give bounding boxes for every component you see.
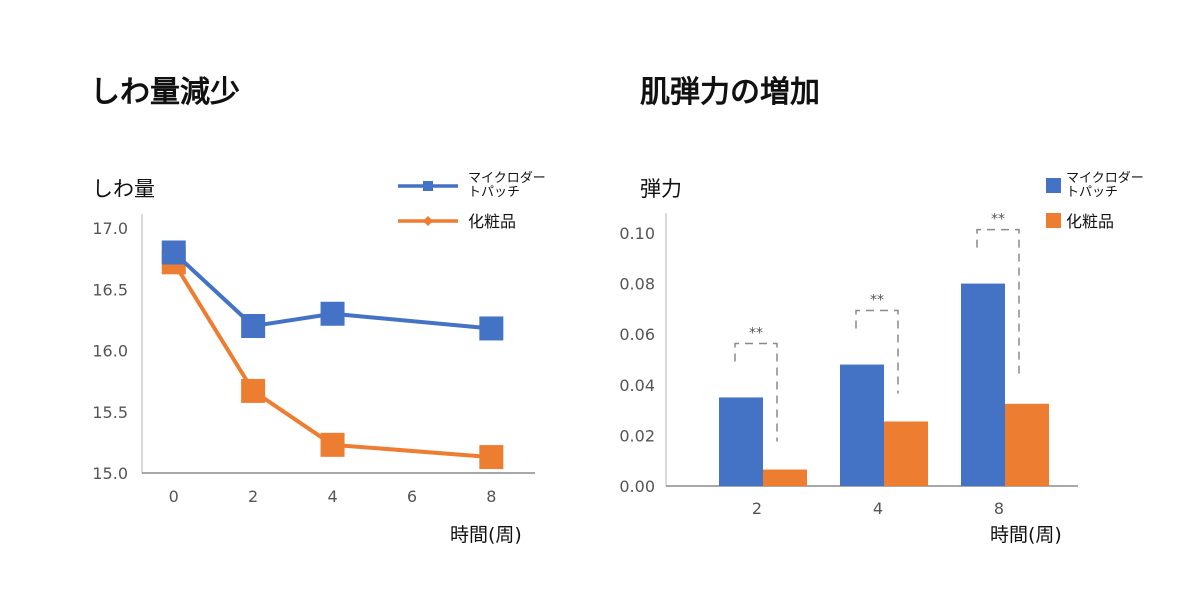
bar-s1-0 [763, 469, 807, 486]
bar-chart-x-tick: 2 [752, 499, 762, 518]
line-chart-x-tick: 8 [486, 487, 496, 506]
line-chart-y-tick: 15.5 [92, 403, 128, 422]
bar-sig-label-2: ** [991, 212, 1005, 228]
wrinkle-line-chart: しわ量減少 しわ量 時間(周) 17.0 16.5 16.0 15.5 15.0 0 2 4 6… [90, 75, 546, 546]
line-point-s0-2 [320, 301, 345, 326]
bar-legend-label-0-1: トパッチ [1066, 185, 1118, 200]
line-chart-x-tick: 2 [248, 487, 258, 506]
bar-chart-y-tick: 0.00 [619, 477, 655, 496]
line-point-s0-1 [241, 314, 266, 338]
bar-s1-2 [1005, 403, 1049, 486]
bar-chart-x-tick: 8 [994, 499, 1004, 518]
line-chart-x-tick: 6 [407, 487, 417, 506]
bar-sig-bracket-2 [976, 228, 1020, 376]
line-chart-y-tick: 16.5 [92, 280, 128, 299]
bar-sig-label-1: ** [870, 293, 884, 309]
bar-chart-y-tick: 0.10 [619, 224, 655, 243]
line-chart-y-label: しわ量 [92, 177, 155, 201]
bar-s0-0 [719, 397, 763, 486]
line-point-s1-2 [320, 432, 345, 457]
bar-sig-label-0: ** [749, 325, 763, 341]
line-point-s1-1 [241, 378, 266, 403]
bar-sig-bracket-0 [734, 342, 778, 442]
line-chart-x-tick: 4 [327, 487, 337, 506]
bar-s0-2 [961, 283, 1005, 486]
bar-sig-bracket-1 [855, 309, 899, 394]
bar-chart-y-tick: 0.04 [619, 376, 655, 395]
bar-legend-label-0-0: マイクロダー [1066, 171, 1144, 186]
line-chart-y-tick: 17.0 [92, 219, 128, 238]
line-chart-x-tick: 0 [169, 487, 179, 506]
bar-chart-y-label: 弾力 [640, 177, 682, 201]
bar-chart-x-tick: 4 [873, 499, 883, 518]
line-legend-marker-0 [423, 181, 433, 191]
bar-chart-title: 肌弾力の増加 [640, 75, 820, 110]
line-legend-marker-1 [423, 216, 433, 226]
bar-chart-y-tick: 0.08 [619, 275, 655, 294]
bar-chart-y-tick: 0.02 [619, 426, 655, 445]
line-point-s1-3 [479, 445, 504, 470]
bar-chart-y-tick: 0.06 [619, 325, 655, 344]
line-legend-label-0-1: トパッチ [468, 185, 520, 200]
bar-s1-1 [884, 421, 928, 486]
bar-legend-swatch-1 [1046, 213, 1061, 228]
line-point-s0-0 [161, 240, 186, 265]
line-legend-label-0-0: マイクロダー [468, 171, 546, 186]
line-chart-y-tick: 16.0 [92, 342, 128, 361]
bar-legend-label-1: 化粧品 [1066, 212, 1114, 231]
bar-s0-1 [840, 364, 884, 486]
line-chart-title: しわ量減少 [90, 75, 240, 110]
line-legend-label-1: 化粧品 [468, 212, 516, 231]
bar-legend-swatch-0 [1046, 178, 1061, 193]
bar-chart-x-label: 時間(周) [990, 524, 1062, 546]
line-series-0 [172, 251, 492, 331]
line-chart-y-tick: 15.0 [92, 464, 128, 483]
line-point-s0-3 [479, 316, 504, 341]
line-series-1 [172, 261, 492, 460]
line-chart-x-label: 時間(周) [450, 524, 522, 546]
